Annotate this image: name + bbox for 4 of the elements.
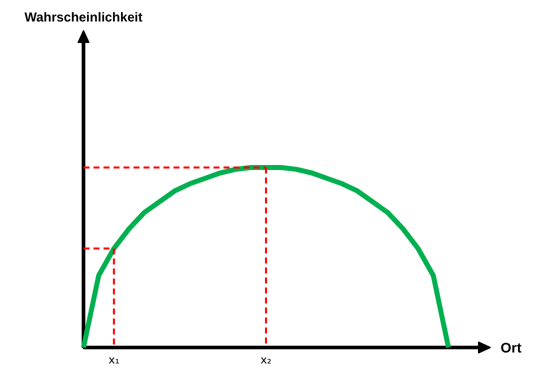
x-tick-label: x₁ — [108, 354, 120, 366]
text: Wahrscheinlichkeit — [24, 10, 144, 24]
x-axis-title: Ort — [500, 340, 522, 356]
x-tick-label: x₂ — [260, 354, 272, 366]
